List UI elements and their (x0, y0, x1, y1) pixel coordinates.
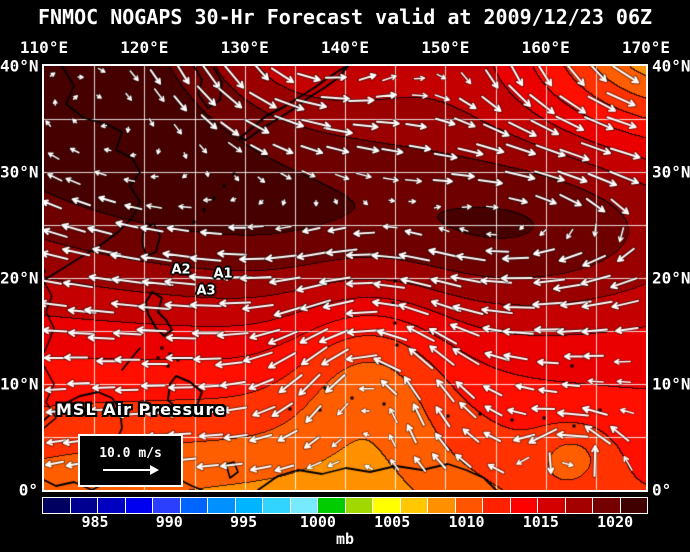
colorbar-cell (428, 498, 455, 513)
lat-tick-label-right: 30°N (652, 162, 690, 182)
colorbar-tick-label: 995 (230, 513, 258, 531)
lat-tick-label-right: 0° (652, 480, 672, 500)
lat-tick-label-left: 40°N (0, 56, 39, 76)
colorbar-tick-label: 1000 (299, 513, 336, 531)
lon-tick-label: 170°E (621, 38, 671, 57)
colorbar-tick-label: 985 (81, 513, 109, 531)
wind-arrow-icon (102, 465, 159, 475)
lon-tick-label: 140°E (320, 38, 370, 57)
lon-tick-label: 120°E (120, 38, 169, 57)
lat-tick-label-right: 10°N (652, 374, 690, 394)
colorbar-cell (345, 498, 372, 513)
wind-scale-box: 10.0 m/s (78, 434, 183, 487)
lat-tick-label-left: 20°N (0, 268, 39, 288)
wind-arrow-shaft (102, 469, 151, 471)
forecast-title: FNMOC NOGAPS 30-Hr Forecast valid at 200… (37, 5, 653, 29)
colorbar-cell (235, 498, 262, 513)
colorbar-cell (538, 498, 565, 513)
colorbar-cell (70, 498, 97, 513)
colorbar-tick-label: 1005 (374, 513, 411, 531)
lon-tick-label: 130°E (220, 38, 269, 57)
colorbar-cell (263, 498, 290, 513)
lat-tick-label-left: 0° (18, 480, 38, 500)
lon-tick-label: 160°E (521, 38, 570, 57)
colorbar-cell (43, 498, 70, 513)
colorbar-cell (125, 498, 152, 513)
colorbar-cell (483, 498, 510, 513)
field-title: MSL Air Pressure (56, 400, 227, 419)
colorbar-cell (565, 498, 592, 513)
map-frame (42, 64, 648, 492)
colorbar-cell (208, 498, 235, 513)
colorbar-cell (373, 498, 400, 513)
colorbar-cell (593, 498, 620, 513)
colorbar-cell (318, 498, 345, 513)
wind-arrow-head (149, 465, 159, 475)
lon-tick-label: 150°E (421, 38, 470, 57)
colorbar-tick-label: 1010 (448, 513, 485, 531)
pressure-wind-canvas (44, 66, 646, 490)
colorbar-unit-label: mb (335, 530, 355, 548)
colorbar-tick-label: 990 (155, 513, 183, 531)
lat-tick-label-right: 40°N (652, 56, 690, 76)
pressure-colorbar (42, 497, 648, 514)
colorbar-cell (180, 498, 207, 513)
colorbar-cell (400, 498, 427, 513)
lat-tick-label-left: 10°N (0, 374, 39, 394)
lat-tick-label-left: 30°N (0, 162, 39, 182)
colorbar-cell (455, 498, 482, 513)
colorbar-cell (290, 498, 317, 513)
colorbar-cell (98, 498, 125, 513)
colorbar-tick-label: 1020 (597, 513, 634, 531)
colorbar-cell (153, 498, 180, 513)
lat-tick-label-right: 20°N (652, 268, 690, 288)
colorbar-cell (510, 498, 537, 513)
wind-scale-value: 10.0 m/s (99, 446, 162, 461)
colorbar-tick-label: 1015 (522, 513, 559, 531)
colorbar-cell (620, 498, 647, 513)
lon-tick-label: 110°E (19, 38, 69, 57)
